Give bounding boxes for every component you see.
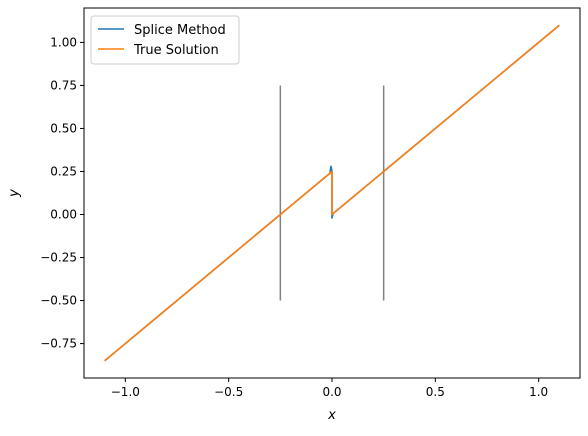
x-tick-label: −0.5	[214, 385, 243, 399]
legend-box	[90, 15, 240, 65]
x-axis-label: x	[327, 408, 336, 423]
y-tick-label: −0.25	[40, 251, 77, 265]
legend-label-splice-method: Splice Method	[134, 23, 226, 38]
y-tick-label: 0.00	[50, 208, 77, 222]
y-tick-label: −0.75	[40, 337, 77, 351]
y-tick-label: 1.00	[50, 35, 77, 49]
x-tick-label: 0.0	[322, 385, 341, 399]
y-axis-ticks: −0.75 −0.50 −0.25 0.00 0.25 0.50 0.75 1.00	[40, 35, 84, 351]
y-axis-label: y	[7, 189, 22, 198]
y-tick-label: 0.50	[50, 121, 77, 135]
x-tick-label: −1.0	[111, 385, 140, 399]
x-tick-label: 0.5	[426, 385, 445, 399]
plot-content	[104, 24, 560, 362]
y-tick-label: −0.50	[40, 294, 77, 308]
legend-label-true-solution: True Solution	[133, 43, 219, 58]
x-axis-ticks: −1.0 −0.5 0.0 0.5 1.0	[111, 378, 548, 399]
y-tick-label: 0.25	[50, 164, 77, 178]
legend: Splice Method True Solution	[90, 15, 240, 65]
series-line-true-solution	[104, 24, 560, 362]
y-tick-label: 0.75	[50, 78, 77, 92]
x-tick-label: 1.0	[529, 385, 548, 399]
